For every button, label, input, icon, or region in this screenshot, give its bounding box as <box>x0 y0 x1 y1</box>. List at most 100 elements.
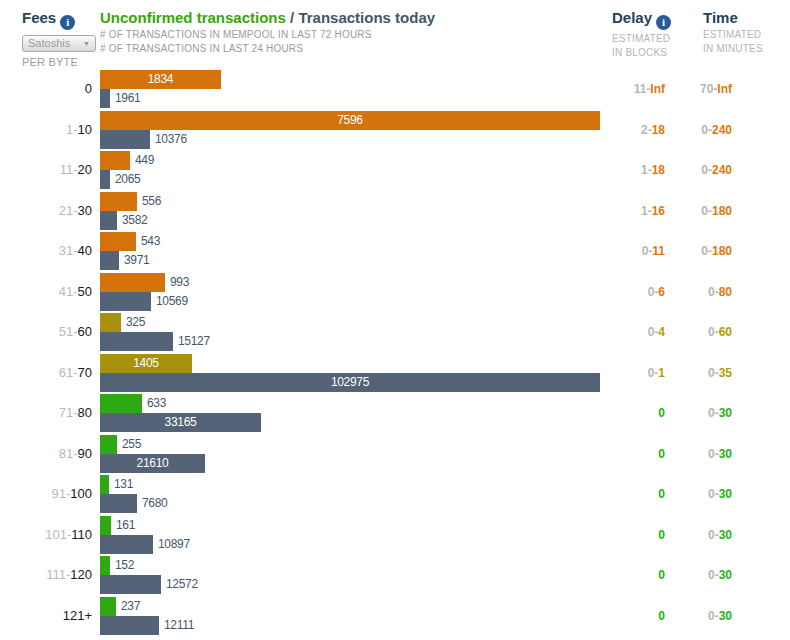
row-bars: 759610376 <box>100 111 610 149</box>
time-high: 60 <box>719 325 732 339</box>
fee-rows-container: 01834196111-Inf70-Inf1-107596103762-180-… <box>0 70 790 637</box>
bar-value-label: 21610 <box>100 454 205 473</box>
info-icon[interactable]: i <box>656 15 671 30</box>
delay-high: 0 <box>658 568 665 582</box>
fee-row: 01834196111-Inf70-Inf <box>0 70 790 108</box>
bar-value-label: 1405 <box>100 354 192 373</box>
unconfirmed-bar[interactable]: 131 <box>100 475 109 494</box>
delay-high: Inf <box>650 82 665 96</box>
fee-row: 1-107596103762-180-240 <box>0 111 790 149</box>
row-bars: 18341961 <box>100 70 610 108</box>
time-low: 0- <box>708 366 719 380</box>
row-bars: 63333165 <box>100 394 610 432</box>
today-bar[interactable]: 10897 <box>100 535 153 554</box>
row-bars: 1405102975 <box>100 354 610 392</box>
today-bar[interactable]: 15127 <box>100 332 173 351</box>
today-bar[interactable]: 7680 <box>100 494 137 513</box>
bar-value-label: 1834 <box>100 70 221 89</box>
unconfirmed-bar[interactable]: 1405 <box>100 354 192 373</box>
time-estimate: 0-30 <box>708 394 732 432</box>
fee-row: 71-806333316500-30 <box>0 394 790 432</box>
fee-range-label: 0 <box>0 70 92 108</box>
fee-range-high: 121+ <box>63 608 92 623</box>
bar-value-label: 449 <box>135 151 154 170</box>
fee-range-high: 110 <box>71 527 92 542</box>
delay-low: 1- <box>641 204 652 218</box>
time-column-header: Time ESTIMATED IN MINUTES <box>703 10 763 54</box>
time-low: 0- <box>708 568 719 582</box>
time-estimate: 0-30 <box>708 435 732 473</box>
fee-range-label: 101-110 <box>0 516 92 554</box>
delay-high: 18 <box>652 123 665 137</box>
bar-value-label: 325 <box>126 313 145 332</box>
today-bar[interactable]: 3971 <box>100 251 119 270</box>
today-bar[interactable]: 33165 <box>100 413 261 432</box>
time-estimate: 0-30 <box>708 556 732 594</box>
time-estimate: 0-80 <box>708 273 732 311</box>
delay-high: 11 <box>652 244 665 258</box>
fee-range-high: 10 <box>78 122 92 137</box>
unconfirmed-bar[interactable]: 449 <box>100 151 130 170</box>
chart-title-block: Unconfirmed transactions / Transactions … <box>100 10 435 54</box>
today-bar[interactable]: 12111 <box>100 616 159 635</box>
today-bar[interactable]: 2065 <box>100 170 110 189</box>
fee-row: 21-3055635821-160-180 <box>0 192 790 230</box>
row-bars: 5563582 <box>100 192 610 230</box>
unconfirmed-bar[interactable]: 152 <box>100 556 110 575</box>
page-header: Feesi Satoshis ▼ PER BYTE Unconfirmed tr… <box>0 0 790 70</box>
unconfirmed-bar[interactable]: 325 <box>100 313 121 332</box>
unconfirmed-bar[interactable]: 255 <box>100 435 117 454</box>
delay-estimate: 0 <box>658 394 665 432</box>
time-high: 35 <box>719 366 732 380</box>
info-icon[interactable]: i <box>60 15 75 30</box>
bar-value-label: 102975 <box>100 373 600 392</box>
delay-high: 18 <box>652 163 665 177</box>
time-estimate: 0-240 <box>701 111 732 149</box>
delay-high: 16 <box>652 204 665 218</box>
time-low: 0- <box>701 163 712 177</box>
today-bar[interactable]: 3582 <box>100 211 117 230</box>
time-high: 240 <box>712 123 732 137</box>
fee-range-label: 81-90 <box>0 435 92 473</box>
title-today: Transactions today <box>298 9 435 26</box>
today-bar[interactable]: 1961 <box>100 89 110 108</box>
row-bars: 1317680 <box>100 475 610 513</box>
unconfirmed-bar[interactable]: 161 <box>100 516 111 535</box>
time-high: 30 <box>719 447 732 461</box>
unconfirmed-bar[interactable]: 556 <box>100 192 137 211</box>
bar-value-label: 633 <box>147 394 166 413</box>
fees-label: Fees <box>22 9 56 26</box>
delay-estimate: 0-6 <box>648 273 665 311</box>
fee-range-low: 111- <box>46 567 70 582</box>
unconfirmed-bar[interactable]: 543 <box>100 232 136 251</box>
today-bar[interactable]: 21610 <box>100 454 205 473</box>
today-bar[interactable]: 10569 <box>100 292 151 311</box>
time-low: 0- <box>708 447 719 461</box>
fee-row: 51-60325151270-40-60 <box>0 313 790 351</box>
delay-high: 6 <box>658 285 665 299</box>
fee-range-high: 100 <box>70 486 92 501</box>
unconfirmed-bar[interactable]: 7596 <box>100 111 600 130</box>
fee-range-high: 60 <box>78 324 92 339</box>
fee-range-high: 20 <box>78 162 92 177</box>
today-bar[interactable]: 10376 <box>100 130 150 149</box>
today-bar[interactable]: 102975 <box>100 373 600 392</box>
time-estimate: 0-30 <box>708 516 732 554</box>
fee-row: 41-50993105690-60-80 <box>0 273 790 311</box>
delay-low: 2- <box>641 123 652 137</box>
unconfirmed-bar[interactable]: 237 <box>100 597 116 616</box>
time-high: Inf <box>717 82 732 96</box>
unconfirmed-bar[interactable]: 633 <box>100 394 142 413</box>
unconfirmed-bar[interactable]: 993 <box>100 273 165 292</box>
row-bars: 15212572 <box>100 556 610 594</box>
time-heading: Time <box>703 10 763 26</box>
unconfirmed-bar[interactable]: 1834 <box>100 70 221 89</box>
today-bar[interactable]: 12572 <box>100 575 161 594</box>
time-estimate: 0-180 <box>701 232 732 270</box>
time-high: 180 <box>712 204 732 218</box>
fee-range-low: 81- <box>59 446 78 461</box>
fee-range-high: 0 <box>85 81 92 96</box>
bar-value-label: 15127 <box>178 332 210 351</box>
unit-select[interactable]: Satoshis ▼ <box>22 35 96 52</box>
delay-estimate: 0 <box>658 516 665 554</box>
